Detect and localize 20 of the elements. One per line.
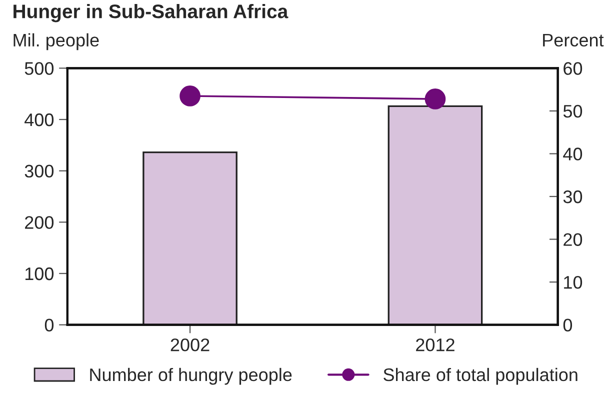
y-tick-label: 500 — [24, 62, 54, 75]
y2-tick-label: 20 — [564, 233, 582, 246]
y-tick-label: 100 — [25, 267, 54, 280]
y2-tick-label: 40 — [563, 148, 582, 160]
y2-tick-label: 60 — [564, 62, 582, 75]
chart-title: Hunger in Sub-Saharan Africa — [14, 4, 288, 22]
legend-label: Number of hungry people — [90, 368, 292, 385]
x-tick-label: 2002 — [170, 338, 210, 352]
y-tick-label: 400 — [24, 113, 54, 126]
x-tick-label: 2012 — [416, 338, 454, 352]
legend-label: Share of total population — [384, 368, 578, 385]
y-axis-title: Mil. people — [14, 33, 99, 50]
y-tick-label: 300 — [24, 164, 54, 178]
y2-tick-label: 0 — [563, 318, 572, 332]
y-tick-label: 200 — [25, 216, 54, 229]
y2-axis-title: Percent — [543, 34, 604, 47]
y2-tick-label: 30 — [563, 190, 582, 204]
y2-tick-label: 50 — [563, 104, 582, 118]
y-tick-label: 0 — [44, 318, 54, 332]
y2-tick-label: 10 — [564, 276, 582, 289]
